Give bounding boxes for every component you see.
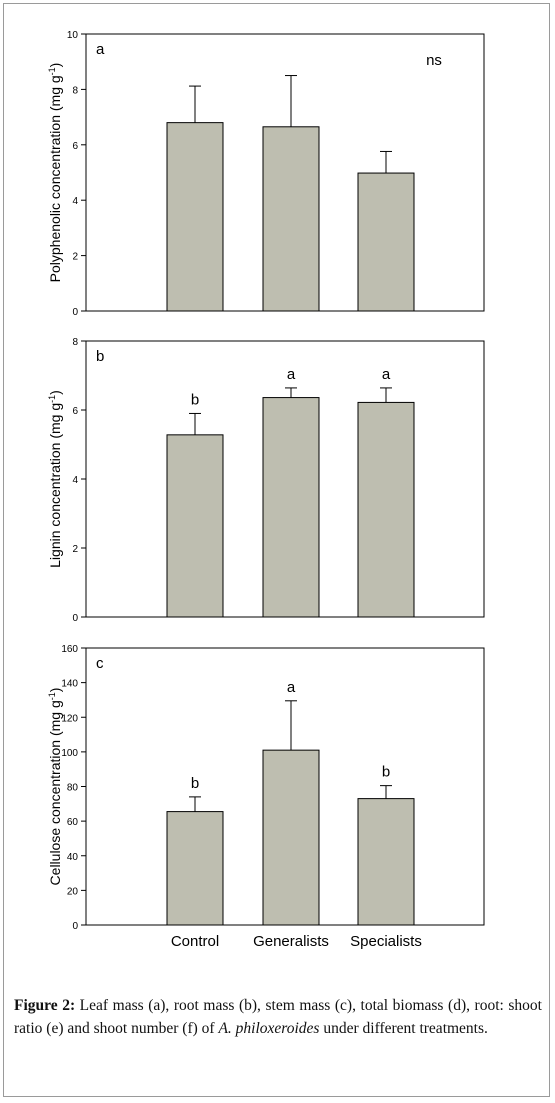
y-tick-label: 40 xyxy=(67,852,79,863)
y-tick-label: 2 xyxy=(72,544,78,555)
y-tick-label: 6 xyxy=(72,406,78,417)
bar-control xyxy=(166,811,224,926)
panel-c: 0 20 40 60 80 100 120 140 160 Cellulose concentra… xyxy=(47,644,485,932)
panel-a: 0 2 4 6 8 10 Polyphenolic concentration (mg g-… xyxy=(47,30,485,318)
caption-text-after: under different treatments. xyxy=(319,1020,488,1037)
y-axis-label: Polyphenolic concentration (mg g-1) xyxy=(47,63,63,283)
significance-letter: b xyxy=(191,391,199,408)
y-tick-label: 8 xyxy=(72,337,78,348)
panel-b: 0 2 4 6 8 Lignin concentration (mg g-1) b b a a xyxy=(47,337,485,624)
bar-control xyxy=(166,122,224,312)
y-tick-label: 6 xyxy=(72,141,78,152)
y-axis-label-close: ) xyxy=(47,63,63,68)
y-axis-label-text: Lignin concentration (mg g xyxy=(47,403,63,568)
bar-generalists xyxy=(262,126,320,312)
y-axis-label-superscript: -1 xyxy=(47,395,57,403)
y-tick-label: 160 xyxy=(61,644,78,655)
y-axis-label-superscript: -1 xyxy=(47,67,57,75)
significance-letter: a xyxy=(287,366,296,383)
y-tick-label: 2 xyxy=(72,252,78,263)
panel-label: c xyxy=(96,655,104,672)
y-tick-label: 10 xyxy=(67,30,79,41)
significance-letter: a xyxy=(287,679,296,696)
figure-frame xyxy=(3,3,550,1097)
y-tick-label: 120 xyxy=(61,713,78,724)
y-axis-label-text: Polyphenolic concentration (mg g xyxy=(47,75,63,282)
y-tick-label: 80 xyxy=(67,783,79,794)
y-tick-label: 4 xyxy=(72,475,78,486)
y-axis-label: Cellulose concentration (mg g-1) xyxy=(47,688,63,886)
bar-control xyxy=(166,434,224,618)
figure-caption: Figure 2: Leaf mass (a), root mass (b), … xyxy=(14,994,542,1040)
y-axis-label: Lignin concentration (mg g-1) xyxy=(47,390,63,568)
y-tick-label: 60 xyxy=(67,817,79,828)
y-tick-label: 8 xyxy=(72,85,78,96)
panel-label: b xyxy=(96,348,104,365)
y-tick-label: 140 xyxy=(61,679,78,690)
y-tick-label: 0 xyxy=(72,307,78,318)
x-category-label-control: Control xyxy=(171,933,219,950)
bar-specialists xyxy=(357,798,415,926)
y-tick-label: 20 xyxy=(67,886,79,897)
x-category-label-generalists: Generalists xyxy=(253,933,329,950)
bar-specialists xyxy=(357,401,415,618)
bar-specialists xyxy=(357,172,415,312)
significance-letter: b xyxy=(191,775,199,792)
panel-label: a xyxy=(96,41,105,58)
y-axis-label-close: ) xyxy=(47,390,63,395)
bar-generalists xyxy=(262,397,320,618)
bar-generalists xyxy=(262,749,320,926)
y-axis-label-text: Cellulose concentration (mg g xyxy=(47,700,63,885)
y-tick-label: 0 xyxy=(72,921,78,932)
y-axis-label-superscript: -1 xyxy=(47,692,57,700)
y-tick-label: 0 xyxy=(72,613,78,624)
caption-species: A. philoxeroides xyxy=(218,1020,320,1037)
significance-letter: a xyxy=(382,366,391,383)
significance-note: ns xyxy=(426,52,442,69)
caption-text-before: Leaf mass (a), root mass (b), stem mass … xyxy=(14,997,542,1037)
caption-label: Figure 2: xyxy=(14,997,76,1014)
significance-letter: b xyxy=(382,764,390,781)
x-category-label-specialists: Specialists xyxy=(350,933,422,950)
y-tick-label: 100 xyxy=(61,748,78,759)
y-axis-label-close: ) xyxy=(47,688,63,693)
y-tick-label: 4 xyxy=(72,196,78,207)
